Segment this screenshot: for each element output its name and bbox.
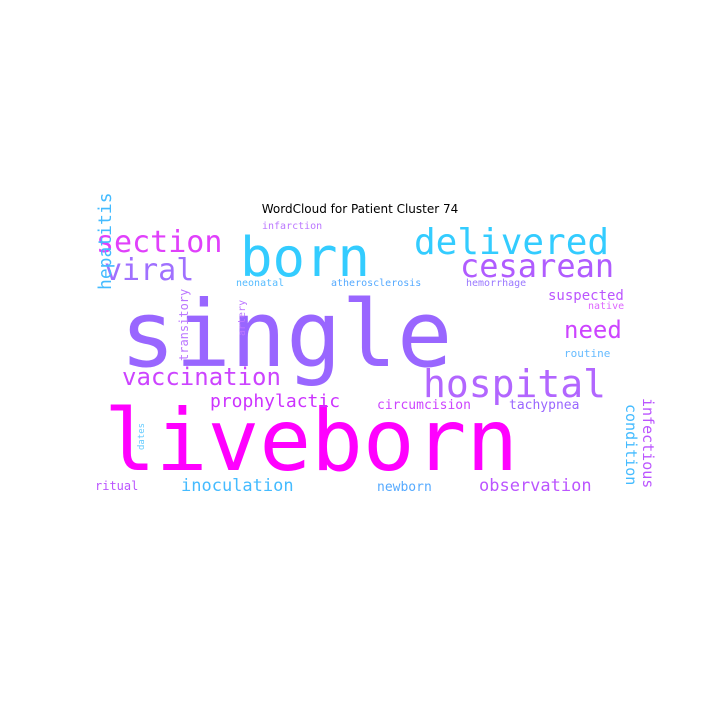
word-need: need [564,316,622,344]
figure-title: WordCloud for Patient Cluster 74 [261,202,459,216]
word-neonatal: neonatal [236,278,284,289]
word-atherosclerosis: atherosclerosis [331,278,421,289]
word-routine: routine [564,347,610,360]
word-condition: condition [622,404,640,485]
word-newborn: newborn [377,480,432,495]
word-hospital: hospital [423,362,606,406]
word-tachypnea: tachypnea [509,398,579,413]
word-native: native [588,301,624,312]
word-cesarean: cesarean [460,247,614,285]
word-inoculation: inoculation [181,476,294,496]
word-section: section [96,225,222,260]
word-infarction: infarction [262,221,322,232]
word-prophylactic: prophylactic [210,391,340,412]
word-suspected: suspected [548,288,624,304]
word-circumcision: circumcision [377,398,471,413]
word-viral: viral [104,253,194,288]
word-artery: artery [237,300,248,336]
word-ritual: ritual [95,479,138,493]
word-single: single [120,281,452,388]
word-liveborn: liveborn [104,391,518,491]
word-hepatitis: hepatitis [95,192,116,290]
word-born: born [240,226,370,289]
word-cloud: single liveborn born delivered section cesare… [90,192,657,498]
word-delivered: delivered [414,222,609,263]
word-hemorrhage: hemorrhage [466,278,526,289]
word-infectious: infectious [639,398,657,488]
word-dates: dates [137,423,147,450]
word-vaccination: vaccination [122,363,281,391]
word-transitory: transitory [177,289,191,361]
word-observation: observation [479,476,592,496]
